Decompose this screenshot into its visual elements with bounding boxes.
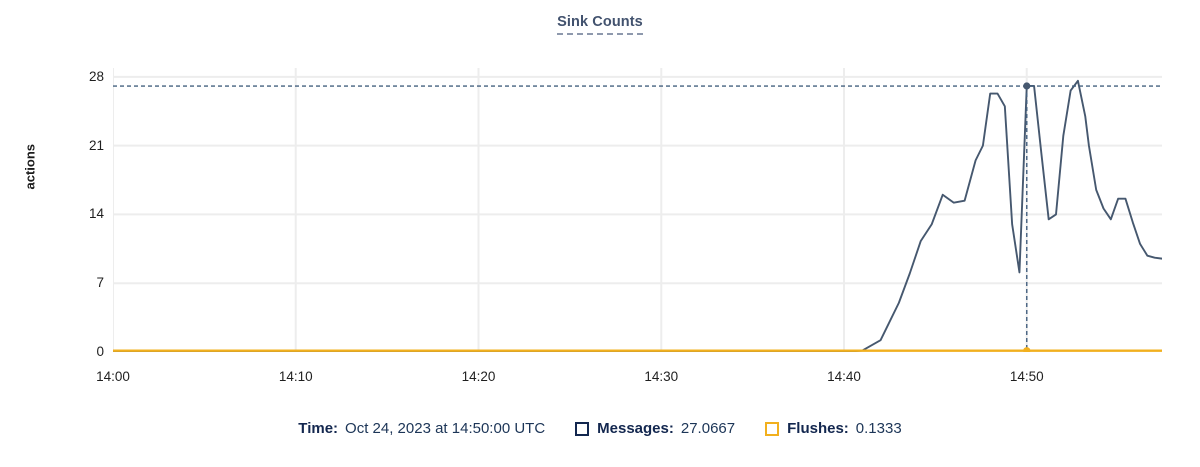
- legend-item-messages[interactable]: Messages: 27.0667: [575, 420, 735, 437]
- tooltip-time: Time: Oct 24, 2023 at 14:50:00 UTC: [298, 420, 545, 437]
- y-tick-label: 14: [88, 206, 104, 222]
- legend-flushes-value: 0.1333: [855, 420, 902, 437]
- plot-area: [113, 68, 1162, 352]
- legend-messages-value: 27.0667: [680, 420, 736, 437]
- x-axis-ticks: 14:00 14:10 14:20 14:30 14:40 14:50: [0, 364, 1200, 394]
- y-axis-ticks: 0 7 14 21 28: [52, 0, 104, 400]
- x-tick-label: 14:50: [1009, 369, 1044, 384]
- highlight-marker-messages: [1023, 82, 1031, 90]
- y-tick-label: 0: [96, 344, 104, 359]
- messages-color-swatch-icon: [575, 421, 590, 436]
- legend-flushes-label: Flushes:: [787, 420, 849, 437]
- legend-item-flushes[interactable]: Flushes: 0.1333: [765, 420, 902, 437]
- series-line-messages: [113, 79, 1162, 352]
- chart-title-text: Sink Counts: [557, 14, 643, 35]
- x-tick-label: 14:10: [278, 369, 313, 384]
- page-title: Sink Counts: [0, 14, 1200, 35]
- y-tick-label: 7: [96, 275, 104, 291]
- chart-tooltip-legend: Time: Oct 24, 2023 at 14:50:00 UTC Messa…: [0, 420, 1200, 437]
- tooltip-time-label: Time:: [298, 420, 339, 437]
- plot-wrapper: actions 0 7 14 21 28 14:00 14:10 14:20 14:30 14:…: [0, 0, 1200, 400]
- y-tick-label: 28: [88, 68, 104, 84]
- x-tick-label: 14:30: [644, 369, 679, 384]
- y-axis-label: actions: [22, 143, 38, 190]
- tooltip-time-value: Oct 24, 2023 at 14:50:00 UTC: [345, 420, 546, 437]
- y-tick-label: 21: [88, 137, 104, 153]
- x-tick-label: 14:00: [96, 369, 130, 384]
- legend-messages-label: Messages:: [597, 420, 674, 437]
- highlight-marker-flushes: [1023, 347, 1031, 352]
- x-tick-label: 14:20: [461, 369, 496, 384]
- flushes-color-swatch-icon: [765, 421, 780, 436]
- chart-canvas: [113, 68, 1162, 352]
- x-tick-label: 14:40: [827, 369, 861, 384]
